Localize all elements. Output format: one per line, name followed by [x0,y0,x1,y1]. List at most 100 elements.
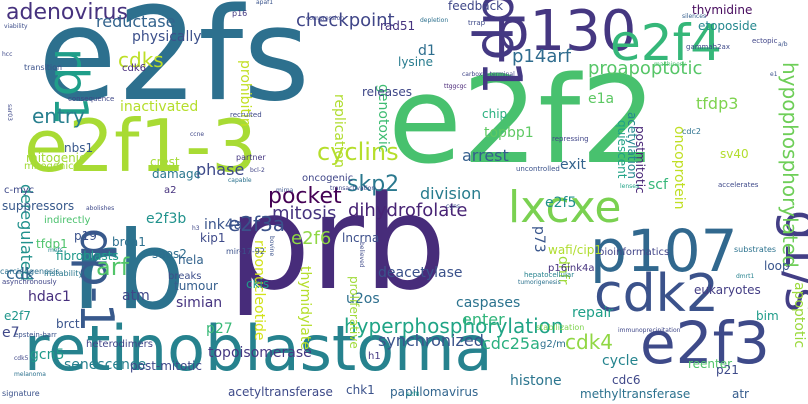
word-retinoblastoma: retinoblastoma [24,312,493,385]
word-cyclins: cyclins [317,138,399,166]
word-g2-m: g2/m [540,339,566,350]
word-physically: physically [132,29,202,45]
word-dmrt1: dmrt1 [736,273,755,280]
word-quiescent: quiescent [615,120,629,179]
word-p73: p73 [531,226,547,253]
word-reenter: reenter [688,357,733,371]
word-crest: crest [150,155,180,169]
word-tumorigenesis: tumorigenesis [518,279,561,286]
word-abolishes: abolishes [86,205,115,212]
word-bovine: bovine [268,236,275,257]
word-rb: rb [72,209,185,334]
word-cdk2: cdk2 [594,264,719,324]
word-division: division [420,184,482,203]
word-e1: e1 [770,71,778,78]
word-e2f4: e2f4 [610,14,722,72]
word-cdk5: cdk5 [14,355,29,362]
word-capable: capable [228,177,252,184]
word-arf: arf [96,253,130,281]
word-rad51: rad51 [380,19,416,33]
word-asynchronously: asynchronously [2,278,57,286]
word-cdc6: cdc6 [612,373,641,387]
word-deacetylase: deacetylase [378,265,463,281]
word-p27: p27 [206,321,233,337]
word-prb: prb [228,167,447,319]
word-kip1: kip1 [200,231,226,245]
word-tumour: tumour [174,279,218,293]
word-releases: releases [362,85,413,99]
word-scf: scf [648,177,668,193]
word-lysine: lysine [398,55,434,69]
word-mitosis: mitosis [272,203,337,224]
word-oncoprotein: oncoprotein [671,126,687,210]
word-p14arf: p14arf [512,46,572,67]
word-wafi-cip1: wafi/cip1 [548,243,602,257]
word-immunoprecipitation: immunoprecipitation [618,327,681,334]
word-believed: believed [358,242,365,268]
word-cdk6: cdk6 [122,63,146,74]
word-carboxyl-terminal: carboxyl-terminal [462,71,515,78]
word-damage: damage [152,167,202,181]
word-e2f8: e2f8 [406,391,420,398]
word-gammah2ax: gammah2ax [686,43,730,51]
word-feedback: feedback [448,0,504,13]
word-signature: signature [2,389,40,398]
word-hela: hela [178,253,204,267]
word-hcc: hcc [2,51,13,58]
word-caspases: caspases [456,295,521,311]
word-saos2: saos2 [152,247,187,261]
word-methyltransferase: methyltransferase [580,387,691,401]
word-fibroblasts: fibroblasts [56,249,119,263]
word-p130: p130 [494,0,637,64]
word-machinery: machinery [654,61,686,68]
word-e2f2: e2f2 [388,52,657,191]
word-histone: histone [510,373,562,389]
word-loop: loop [764,259,790,273]
word-dihydrofolate: dihydrofolate [348,200,468,221]
word-ink4a: ink4a [204,217,243,233]
word-e1a: e1a [588,91,615,107]
word-hepatocellular: hepatocellular [524,271,575,279]
word-e2fs: e2fs [38,0,310,130]
word-repressing: repressing [552,135,589,143]
word-substrates: substrates [734,245,777,254]
word-consequence: consequence [68,95,115,103]
word-topoisomerase: topoisomerase [208,345,312,361]
word-p107: p107 [590,217,738,285]
word-sv40: sv40 [720,147,749,161]
word-bcl-2: bcl-2 [250,167,265,174]
word-cdk: cdk [6,264,35,283]
word-lenses: lenses [620,183,640,190]
word-transactivation: transactivation [330,185,376,192]
word-melanoma: melanoma [14,371,46,378]
word-a-b: a/b [778,41,788,48]
word-heterodimers: heterodimers [86,339,153,350]
word-adenovirus: adenovirus [6,0,128,25]
word-simian: simian [176,295,223,311]
word-epstein-barr: epstein-barr [14,331,57,339]
word-breaks: breaks [168,271,202,282]
word-transition: transition [24,63,63,72]
word-oncogenic: oncogenic [302,173,354,184]
word-e2f3b: e2f3b [146,211,187,227]
word-thymidine: thymidine [692,3,753,17]
word-bioinformatics: bioinformatics [598,247,670,258]
word-cdk4: cdk4 [565,330,613,354]
word-ckis: ckis [246,277,270,291]
word-apaf1: apaf1 [256,0,274,6]
word-uncontrolled: uncontrolled [516,165,560,173]
word-a2: a2 [164,185,177,196]
word-atm: atm [122,288,150,304]
word-arrest: arrest [462,146,509,165]
word-compression: compression [306,15,345,22]
word-sar03: sar03 [6,104,13,121]
word-entry: entry [32,104,85,128]
word-chk1: chk1 [346,383,375,397]
word-skp2: skp2 [347,172,400,197]
word-proliferative: proliferative [347,276,361,349]
word-mir-17-92: mir-17-92 [226,247,265,256]
word-e2f6: e2f6 [291,228,332,249]
word-reductase: reductase [96,12,176,31]
word-p16ink4a: p16ink4a [548,263,595,274]
